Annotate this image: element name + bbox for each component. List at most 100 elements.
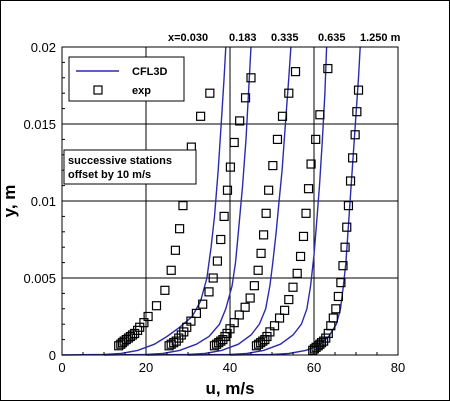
x-tick-label: 60 — [307, 360, 321, 375]
exp-marker — [229, 137, 239, 148]
exp-marker — [261, 208, 271, 218]
exp-marker — [225, 162, 236, 172]
exp-marker — [253, 265, 263, 275]
exp-marker — [292, 268, 302, 278]
x-tick-label: 80 — [391, 360, 405, 375]
exp-marker — [353, 85, 364, 95]
cfl3d-curve-station-5 — [229, 46, 361, 356]
y-axis-label: y, m — [0, 185, 19, 218]
exp-marker — [166, 265, 176, 275]
cfl3d-curve-station-2 — [103, 46, 252, 356]
exp-marker — [343, 201, 354, 211]
exp-marker — [246, 73, 256, 83]
exp-marker — [174, 333, 184, 343]
exp-marker — [352, 107, 362, 117]
exp-marker — [340, 242, 350, 252]
exp-marker — [280, 305, 290, 315]
exp-marker — [319, 336, 329, 346]
exp-marker — [272, 134, 283, 144]
station-label-3: 0.335 — [271, 32, 299, 44]
exp-marker — [240, 93, 251, 103]
x-axis-label: u, m/s — [205, 379, 254, 398]
exp-marker — [216, 234, 226, 245]
station-label-1: x=0.030 — [168, 32, 208, 44]
note-box — [63, 149, 197, 185]
exp-markers — [114, 63, 364, 355]
exp-marker — [284, 88, 294, 98]
cfl3d-curves — [61, 46, 361, 356]
exp-marker — [175, 224, 185, 234]
tick-labels: 0 20 40 60 80 0 0.005 0.01 0.015 0.02 — [23, 40, 405, 375]
exp-marker — [345, 176, 356, 186]
y-tick-label: 0 — [49, 348, 56, 363]
exp-marker — [133, 325, 143, 335]
exp-marker — [151, 301, 162, 311]
legend-label-cfl3d: CFL3D — [132, 66, 168, 78]
exp-marker — [171, 336, 181, 346]
station-label-5: 1.250 m — [360, 32, 401, 44]
exp-marker — [178, 201, 188, 211]
legend: CFL3D exp — [68, 56, 185, 102]
exp-marker — [350, 130, 360, 140]
cfl3d-curve-station-3 — [145, 46, 292, 356]
exp-marker — [262, 331, 272, 342]
exp-marker — [143, 311, 153, 322]
exp-marker — [169, 338, 179, 348]
exp-marker — [260, 335, 270, 345]
exp-marker — [288, 282, 298, 292]
exp-marker — [313, 341, 323, 351]
exp-marker — [222, 185, 233, 195]
exp-marker — [333, 291, 343, 302]
exp-marker — [265, 327, 275, 337]
x-tick-label: 20 — [139, 360, 153, 375]
exp-marker — [328, 313, 338, 323]
y-tick-label: 0.02 — [31, 40, 56, 55]
offset-note: successive stations offset by 10 m/s — [63, 149, 197, 185]
station-label-4: 0.635 — [318, 32, 346, 44]
exp-marker — [259, 230, 269, 240]
exp-marker — [164, 341, 174, 351]
exp-marker — [196, 111, 206, 121]
exp-marker — [274, 313, 285, 323]
exp-marker — [186, 316, 196, 326]
exp-marker — [198, 299, 208, 309]
exp-marker — [222, 328, 232, 339]
exp-marker — [127, 330, 138, 340]
exp-marker — [298, 231, 309, 242]
exp-marker — [256, 248, 266, 258]
exp-marker — [295, 251, 306, 262]
note-line-2: offset by 10 m/s — [68, 169, 151, 181]
exp-marker — [229, 318, 239, 328]
exp-marker — [205, 88, 215, 98]
exp-marker — [212, 256, 222, 266]
exp-marker — [342, 222, 352, 232]
note-line-1: successive stations — [68, 155, 172, 167]
x-tick-label: 0 — [58, 360, 65, 375]
x-tick-label: 40 — [223, 360, 237, 375]
exp-marker — [204, 287, 214, 297]
exp-marker — [348, 153, 358, 163]
y-tick-label: 0.01 — [31, 194, 56, 209]
exp-marker — [219, 211, 229, 221]
exp-marker — [245, 293, 255, 303]
exp-marker — [277, 111, 288, 121]
exp-marker — [315, 110, 325, 120]
exp-marker — [220, 331, 230, 342]
exp-marker — [303, 184, 314, 194]
legend-label-exp: exp — [132, 85, 151, 97]
exp-marker — [290, 67, 301, 77]
exp-marker — [308, 345, 318, 355]
legend-marker-swatch — [93, 85, 103, 95]
exp-marker — [166, 339, 176, 349]
station-labels: x=0.030 0.183 0.335 0.635 1.250 m — [168, 32, 401, 44]
exp-marker — [160, 285, 170, 295]
exp-marker — [338, 261, 348, 271]
exp-marker — [284, 294, 294, 305]
cfl3d-curve-station-4 — [187, 46, 328, 356]
exp-marker — [301, 208, 311, 218]
exp-marker — [336, 278, 346, 288]
exp-marker — [191, 308, 201, 319]
exp-marker — [249, 281, 259, 291]
exp-marker — [306, 159, 316, 169]
